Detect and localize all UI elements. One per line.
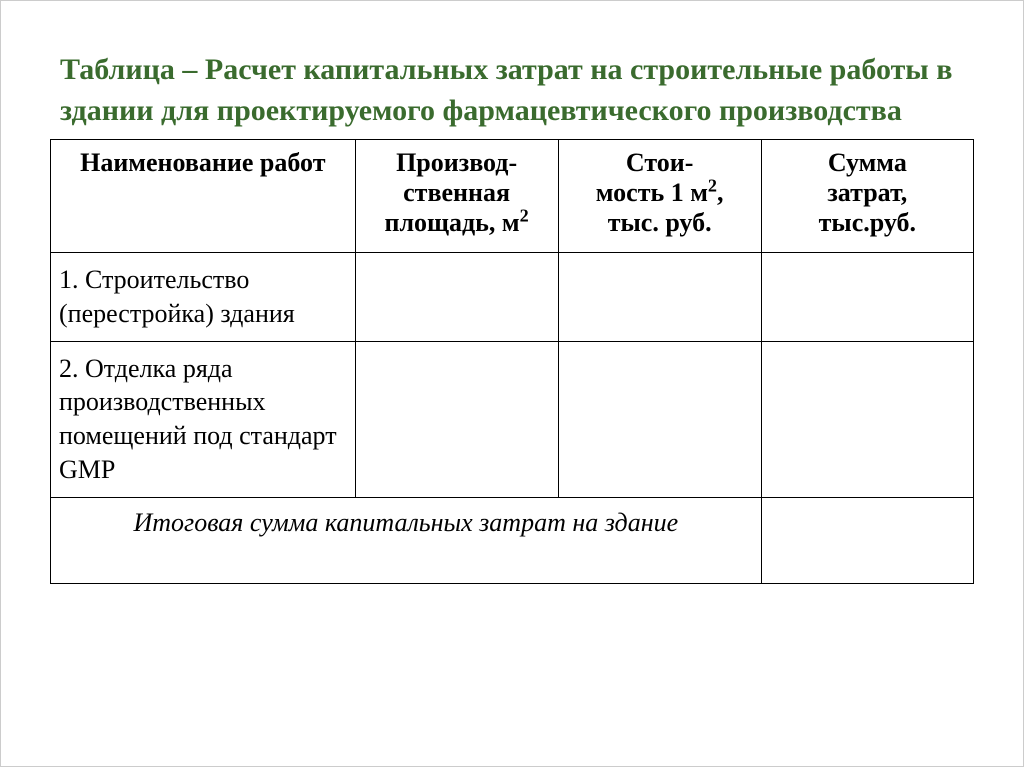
header-cost-per-m2: Стои- мость 1 м2, тыс. руб. [558,140,761,253]
page-title: Таблица – Расчет капитальных затрат на с… [50,50,974,131]
header-text: площадь, м [384,208,519,237]
row-area [355,341,558,497]
footer-label: Итоговая сумма капитальных затрат на зда… [51,497,762,583]
superscript: 2 [520,205,529,225]
table-row: 2. Отделка ряда производственных помещен… [51,341,974,497]
row-area [355,253,558,342]
header-text: Производ- [396,148,517,177]
cost-table: Наименование работ Производ- ственная пл… [50,139,974,584]
header-text: затрат, [827,178,907,207]
header-total-cost: Сумма затрат, тыс.руб. [761,140,973,253]
table-footer-row: Итоговая сумма капитальных затрат на зда… [51,497,974,583]
table-row: 1. Строительство (перестройка) здания [51,253,974,342]
row-cost-per-m2 [558,341,761,497]
row-label: 1. Строительство (перестройка) здания [51,253,356,342]
header-text: , [717,178,724,207]
header-text: ственная [403,178,510,207]
row-cost-per-m2 [558,253,761,342]
row-total [761,341,973,497]
header-text: тыс.руб. [819,208,916,237]
footer-total [761,497,973,583]
header-text: мость 1 м [596,178,708,207]
header-work-name: Наименование работ [51,140,356,253]
header-text: Стои- [626,148,694,177]
header-text: Сумма [828,148,907,177]
superscript: 2 [708,175,717,195]
header-area: Производ- ственная площадь, м2 [355,140,558,253]
table-header-row: Наименование работ Производ- ственная пл… [51,140,974,253]
row-label: 2. Отделка ряда производственных помещен… [51,341,356,497]
header-text: тыс. руб. [608,208,712,237]
header-text: Наименование работ [80,148,325,177]
row-total [761,253,973,342]
